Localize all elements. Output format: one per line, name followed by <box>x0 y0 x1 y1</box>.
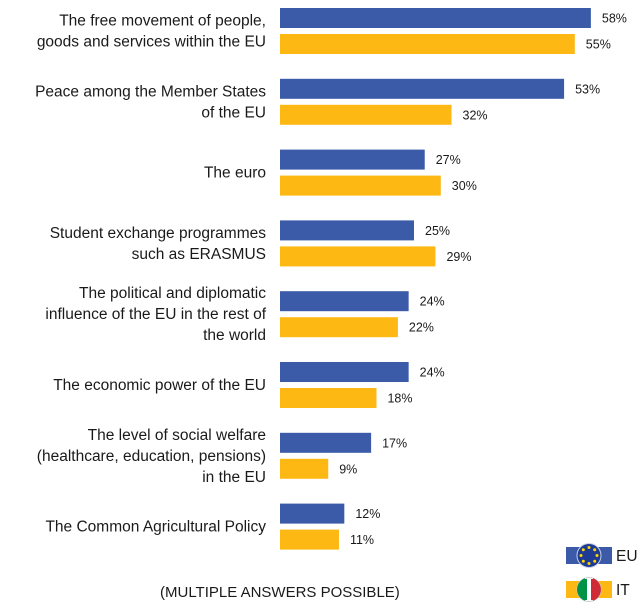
value-label-it-5: 22% <box>409 321 434 335</box>
category-label: The euro <box>204 165 266 182</box>
legend-item-it: IT <box>566 577 630 602</box>
bar-eu-6 <box>280 362 409 382</box>
bar-eu-4 <box>280 220 414 241</box>
italy-flag-icon <box>566 577 612 602</box>
category-label-line: The economic power of the EU <box>53 377 266 394</box>
category-label-line: Student exchange programmes <box>50 225 267 242</box>
value-label-eu-7: 17% <box>382 436 407 450</box>
value-label-eu-1: 58% <box>602 12 627 26</box>
category-labels: The free movement of people, goods and se… <box>35 13 267 536</box>
legend-label-eu: EU <box>616 548 638 565</box>
value-label-it-3: 30% <box>452 179 477 193</box>
value-labels: 58% 55% 53% 32% 27% 30% 25% 29% 24% 22% 24% 18% 17% 9… <box>339 12 627 548</box>
bar-eu-7 <box>280 432 372 453</box>
bar-eu-1 <box>280 8 591 28</box>
legend-item-eu: EU <box>566 543 638 568</box>
value-label-it-2: 32% <box>463 108 488 122</box>
category-label-line: goods and services within the EU <box>37 34 266 51</box>
category-label: The level of social welfare (healthcare, … <box>37 427 266 486</box>
category-label-line: (healthcare, education, pensions) <box>37 448 266 465</box>
value-label-it-7: 9% <box>339 462 357 476</box>
value-label-it-8: 11% <box>350 533 374 547</box>
category-label-line: in the EU <box>202 469 266 486</box>
bar-it-1 <box>280 34 575 54</box>
bar-it-7 <box>280 458 329 479</box>
category-label: The free movement of people, goods and se… <box>37 13 266 51</box>
category-label-line: of the EU <box>201 104 266 121</box>
bar-it-4 <box>280 246 436 267</box>
value-label-it-4: 29% <box>446 250 471 264</box>
bar-it-5 <box>280 317 398 338</box>
bar-eu-8 <box>280 503 345 524</box>
category-label-line: such as ERASMUS <box>132 246 266 263</box>
legend-label-it: IT <box>616 582 630 599</box>
footnote: (MULTIPLE ANSWERS POSSIBLE) <box>160 584 400 601</box>
bar-it-2 <box>280 104 452 125</box>
category-label-line: The political and diplomatic <box>79 285 266 302</box>
value-label-eu-4: 25% <box>425 224 450 238</box>
value-label-eu-8: 12% <box>355 507 380 521</box>
category-label: Peace among the Member States of the EU <box>35 83 266 121</box>
bar-eu-3 <box>280 149 425 170</box>
category-label-line: Peace among the Member States <box>35 83 266 100</box>
category-label-line: the world <box>203 327 266 344</box>
value-label-eu-3: 27% <box>436 153 461 167</box>
category-label: Student exchange programmes such as ERASM… <box>50 225 267 263</box>
bar-it-6 <box>280 388 377 408</box>
bar-eu-5 <box>280 291 409 312</box>
category-label: The political and diplomatic influence of… <box>45 285 266 344</box>
bar-eu-2 <box>280 78 565 99</box>
category-label-line: The Common Agricultural Policy <box>45 519 266 536</box>
eu-flag-icon <box>566 543 612 568</box>
value-label-eu-2: 53% <box>575 82 600 96</box>
value-label-eu-6: 24% <box>420 366 445 380</box>
value-label-it-6: 18% <box>387 392 412 406</box>
category-label: The economic power of the EU <box>53 377 266 394</box>
category-label-line: influence of the EU in the rest of <box>45 306 266 323</box>
value-label-it-1: 55% <box>586 38 611 52</box>
bars-layer <box>280 8 591 550</box>
category-label-line: The level of social welfare <box>88 427 266 444</box>
bar-it-3 <box>280 175 441 196</box>
category-label: The Common Agricultural Policy <box>45 519 266 536</box>
bar-it-8 <box>280 529 339 550</box>
category-label-line: The euro <box>204 165 266 182</box>
value-label-eu-5: 24% <box>420 295 445 309</box>
category-label-line: The free movement of people, <box>59 13 266 30</box>
legend: EU IT <box>566 543 638 602</box>
